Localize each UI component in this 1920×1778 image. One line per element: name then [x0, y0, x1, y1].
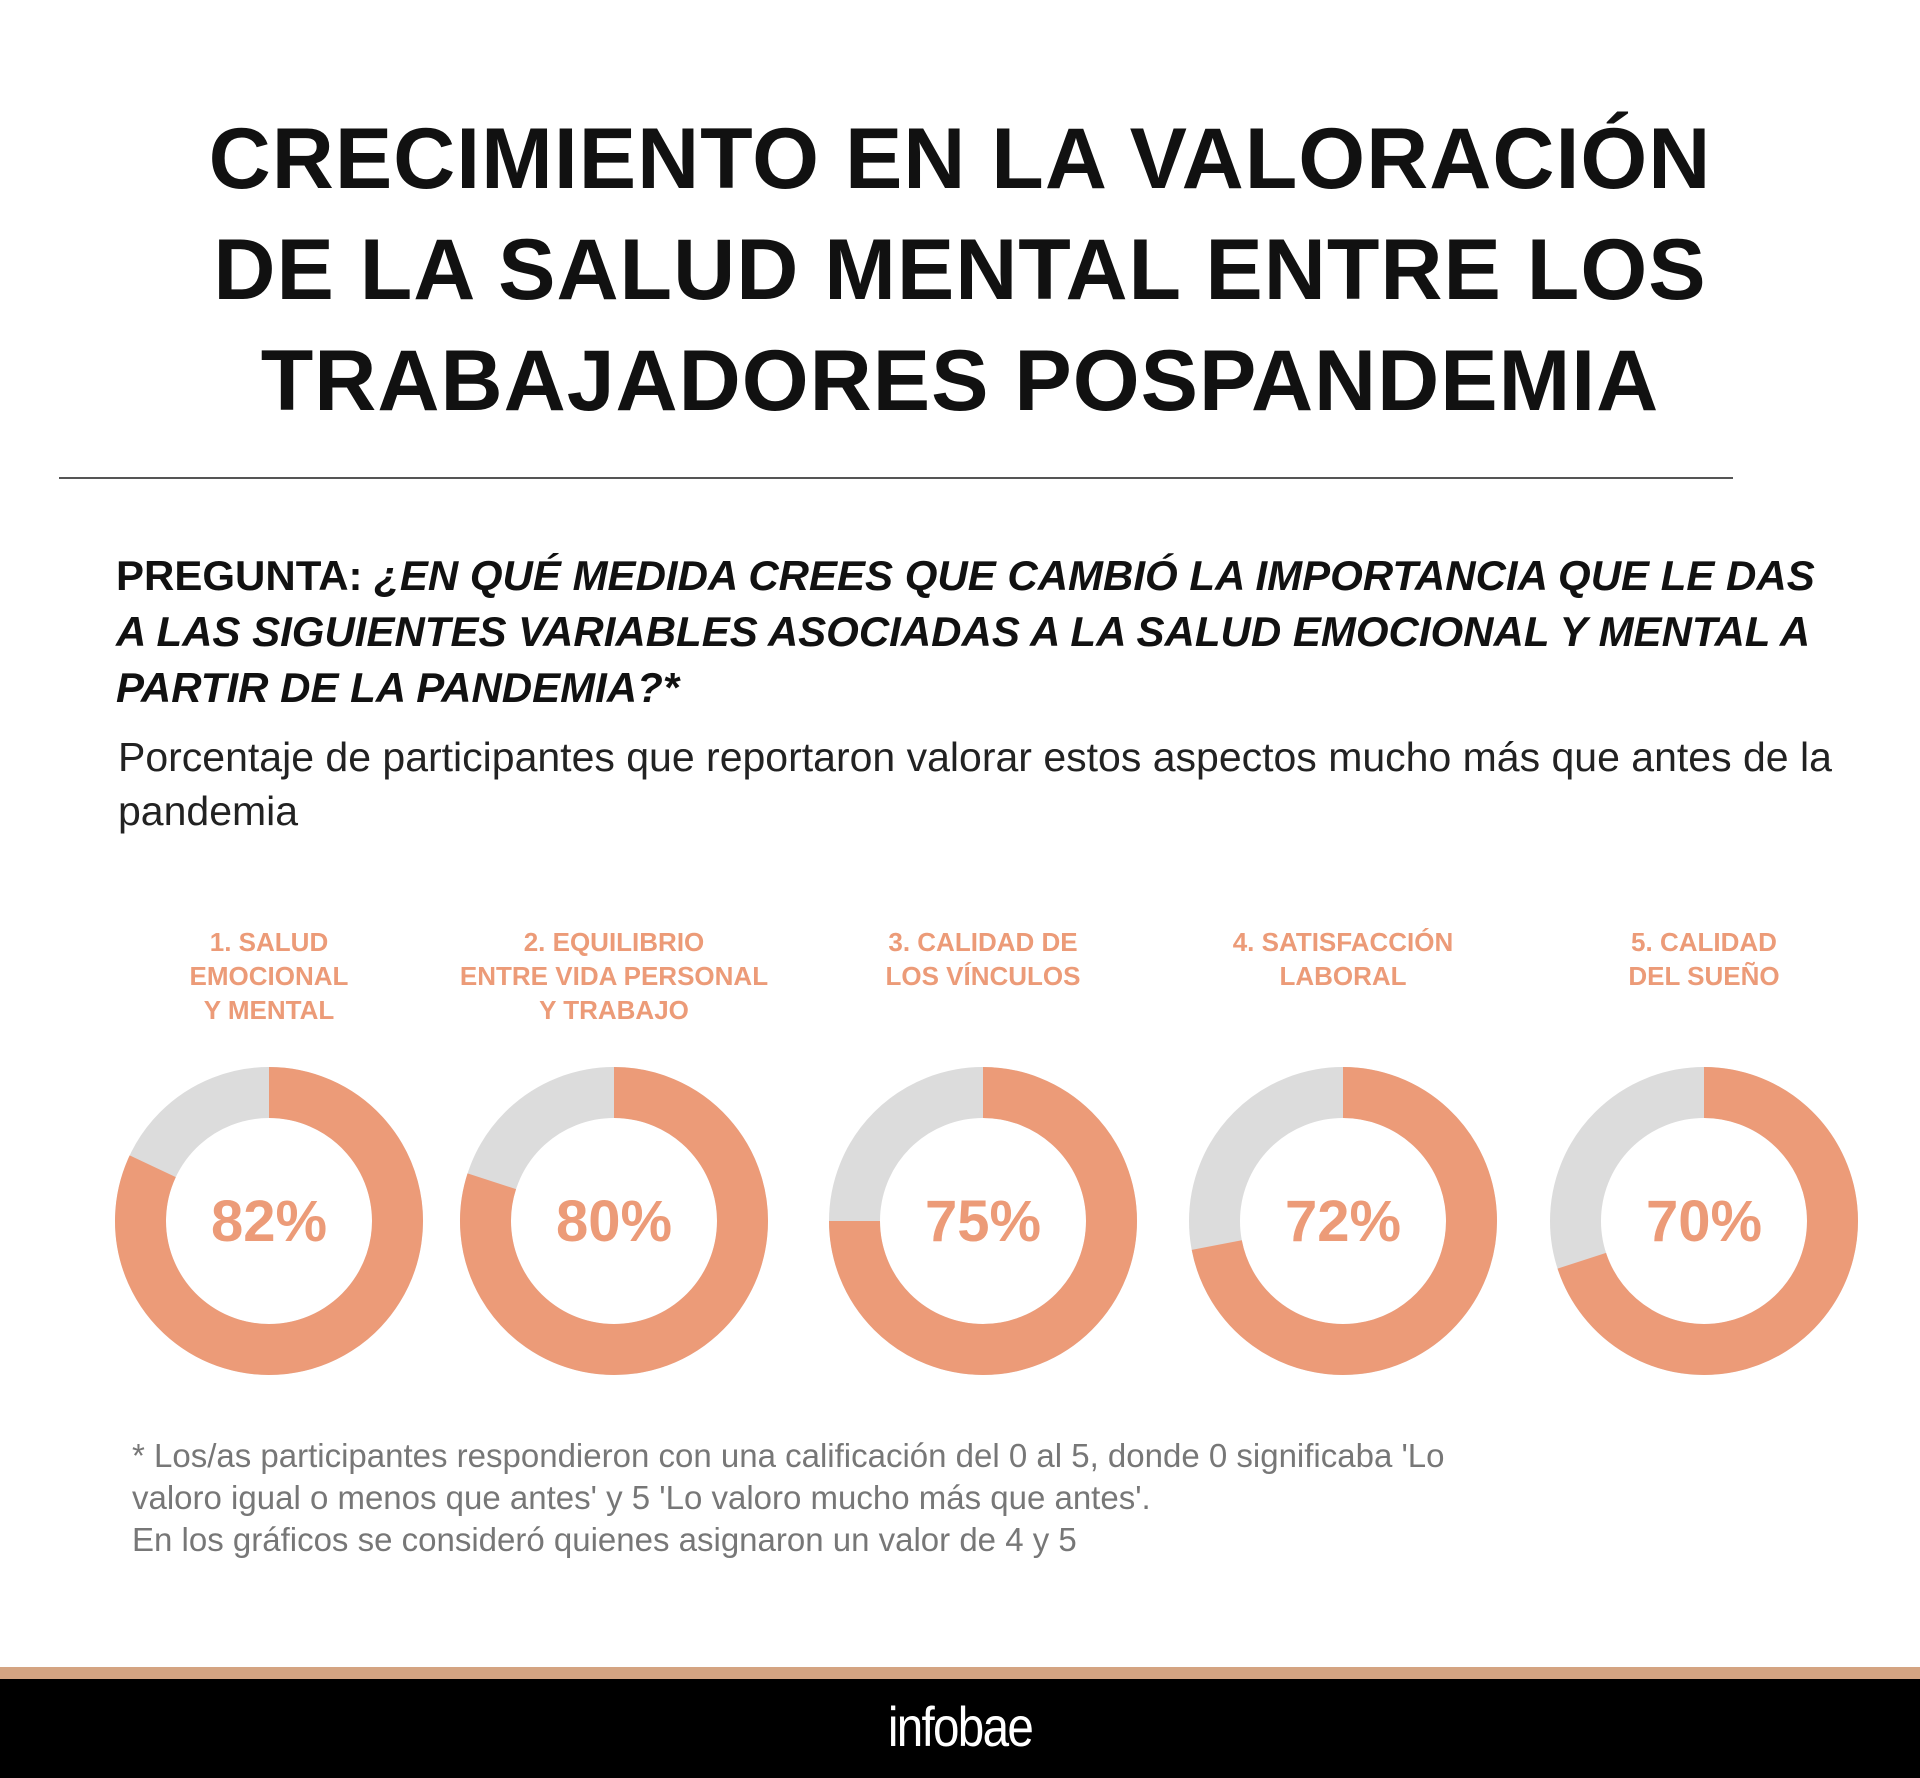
category-label: 2. EQUILIBRIO ENTRE VIDA PERSONAL Y TRABAJ… [424, 925, 804, 1027]
subtitle: Porcentaje de participantes que reportar… [118, 734, 1832, 834]
question: PREGUNTA: ¿EN QUÉ MEDIDA CREES QUE CAMBI… [116, 548, 1816, 716]
value-label: 72% [1284, 1189, 1402, 1254]
category-label-line: DEL SUEÑO [1628, 961, 1780, 991]
category-label: 3. CALIDAD DE LOS VÍNCULOS [793, 925, 1173, 993]
donut-value-arc [115, 1067, 423, 1375]
footer [0, 1679, 1920, 1778]
footnote-line: valoro igual o menos que antes' y 5 'Lo … [132, 1479, 1151, 1516]
category-label-line: 4. SATISFACCIÓN [1232, 927, 1454, 957]
footnote-line: En los gráficos se consideró quienes asi… [132, 1521, 1077, 1558]
category-label-line: ENTRE VIDA PERSONAL [459, 961, 769, 991]
category-label-line: 2. EQUILIBRIO [523, 927, 705, 957]
value-label: 70% [1645, 1189, 1763, 1254]
divider [59, 477, 1733, 479]
title-line: DE LA SALUD MENTAL ENTRE LOS [213, 222, 1707, 318]
donut-charts [115, 1067, 1858, 1375]
category-label-line: EMOCIONAL [189, 961, 349, 991]
question-text: ¿EN QUÉ MEDIDA CREES QUE CAMBIÓ LA IMPOR… [116, 552, 1815, 711]
category-label-line: 3. CALIDAD DE [888, 927, 1078, 957]
question-label: PREGUNTA: [116, 552, 363, 599]
value-label: 80% [555, 1189, 673, 1254]
footnote-line: * Los/as participantes respondieron con … [132, 1437, 1445, 1474]
accent-bar [0, 1667, 1920, 1679]
category-label: 4. SATISFACCIÓN LABORAL [1153, 925, 1533, 993]
donut-value-arc [829, 1067, 1137, 1375]
donut-value-arc [1557, 1067, 1858, 1375]
infobae-logo: infobae [887, 1695, 1034, 1758]
category-label-line: LOS VÍNCULOS [885, 961, 1081, 991]
donut-value-arc [1191, 1067, 1497, 1375]
category-label-line: LABORAL [1279, 961, 1407, 991]
donut-value-arc [460, 1067, 768, 1375]
category-label-line: Y TRABAJO [539, 995, 689, 1025]
page-title: CRECIMIENTO EN LA VALORACIÓN DE LA SALUD… [0, 104, 1920, 437]
value-label: 82% [210, 1189, 328, 1254]
footnote: * Los/as participantes respondieron con … [132, 1435, 1832, 1561]
category-label-line: 1. SALUD [209, 927, 329, 957]
category-label: 1. SALUD EMOCIONAL Y MENTAL [79, 925, 459, 1027]
title-line: CRECIMIENTO EN LA VALORACIÓN [208, 111, 1712, 207]
category-label-line: 5. CALIDAD [1631, 927, 1777, 957]
category-label: 5. CALIDAD DEL SUEÑO [1514, 925, 1894, 993]
value-label: 75% [924, 1189, 1042, 1254]
title-line: TRABAJADORES POSPANDEMIA [260, 333, 1660, 429]
category-label-line: Y MENTAL [203, 995, 335, 1025]
